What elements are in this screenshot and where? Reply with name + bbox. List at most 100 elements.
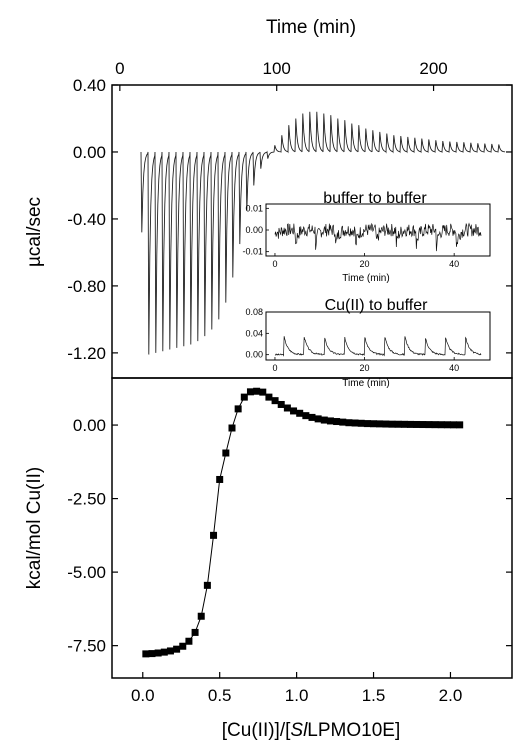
bottom-x-axis-title: [Cu(II)]/[SlLPMO10E] bbox=[222, 720, 400, 741]
data-point bbox=[370, 420, 378, 428]
bottom-y-tick-label: -7.50 bbox=[67, 637, 106, 656]
bottom-y-tick-label: 0.00 bbox=[73, 416, 106, 435]
data-point bbox=[234, 405, 242, 413]
top-axis-tick-label: 200 bbox=[419, 59, 447, 78]
bottom-x-ticks: 0.0 0.5 1.0 1.5 2.0 bbox=[131, 672, 462, 705]
top-y-tick-label: 0.40 bbox=[73, 76, 106, 95]
inset2-y-tick-label: 0.04 bbox=[245, 328, 263, 338]
data-point bbox=[240, 393, 248, 401]
data-point bbox=[326, 417, 334, 425]
inset1-ticks: 0 20 40 0.01 0.00 -0.01 bbox=[242, 203, 459, 269]
inset2-y-tick-label: 0.08 bbox=[245, 307, 263, 317]
inset2-line bbox=[274, 336, 482, 357]
data-point bbox=[197, 612, 205, 620]
data-point bbox=[302, 412, 310, 420]
inset2-x-tick-label: 0 bbox=[272, 363, 277, 373]
data-point bbox=[456, 421, 464, 429]
inset-cu-to-buffer: Cu(II) to buffer 0 20 40 0.08 0.04 0.00 Time … bbox=[245, 297, 491, 389]
data-point bbox=[154, 649, 162, 657]
bottom-panel-frame bbox=[111, 377, 513, 679]
data-point bbox=[357, 419, 365, 427]
bottom-x-tick-label: 1.0 bbox=[285, 686, 309, 705]
data-point bbox=[216, 475, 224, 483]
bottom-x-tick-label: 0.5 bbox=[208, 686, 232, 705]
data-point bbox=[148, 650, 156, 658]
data-point bbox=[363, 420, 371, 428]
inset1-x-tick-label: 40 bbox=[449, 259, 459, 269]
inset2-x-tick-label: 40 bbox=[449, 363, 459, 373]
data-point bbox=[437, 421, 445, 429]
x-title-prefix: [Cu(II)]/[ bbox=[222, 720, 291, 741]
x-title-suffix: LPMO10E] bbox=[307, 720, 400, 741]
inset1-y-tick-label: -0.01 bbox=[242, 247, 263, 257]
scatter-points bbox=[142, 387, 464, 658]
inset1-line bbox=[274, 222, 482, 252]
data-point bbox=[376, 420, 384, 428]
top-axis-ticks: 0 100 200 bbox=[115, 59, 448, 91]
data-point bbox=[160, 648, 168, 656]
bottom-y-ticks: 0.00 -2.50 -5.00 -7.50 bbox=[67, 416, 512, 656]
top-axis-tick-label: 0 bbox=[115, 59, 124, 78]
top-axis-tick-label: 100 bbox=[263, 59, 291, 78]
inset1-trace bbox=[274, 222, 482, 252]
thermogram-trace bbox=[140, 111, 506, 355]
top-y-axis-title: µcal/sec bbox=[24, 197, 45, 267]
data-point bbox=[345, 419, 353, 427]
data-point bbox=[166, 647, 174, 655]
data-point bbox=[450, 421, 458, 429]
data-point bbox=[443, 421, 451, 429]
data-point bbox=[191, 628, 199, 636]
bottom-y-axis-title: kcal/mol Cu(II) bbox=[24, 467, 45, 589]
bottom-x-tick-label: 0.0 bbox=[131, 686, 155, 705]
data-point bbox=[394, 420, 402, 428]
bottom-y-tick-label: -2.50 bbox=[67, 490, 106, 509]
data-point bbox=[277, 400, 285, 408]
inset1-x-tick-label: 0 bbox=[272, 259, 277, 269]
top-y-tick-label: 0.00 bbox=[73, 143, 106, 162]
data-point bbox=[179, 642, 187, 650]
data-point bbox=[203, 581, 211, 589]
inset2-title: Cu(II) to buffer bbox=[325, 297, 429, 314]
data-point bbox=[210, 531, 218, 539]
data-point bbox=[246, 388, 254, 396]
inset1-y-tick-label: 0.00 bbox=[245, 225, 263, 235]
data-point bbox=[283, 404, 291, 412]
inset-buffer-to-buffer: buffer to buffer 0 20 40 0.01 0.00 -0.01 Time… bbox=[242, 190, 491, 284]
thermogram-panel: 0.40 0.00 -0.40 -0.80 -1.20 µcal/sec bbox=[24, 76, 513, 379]
inset2-y-tick-label: 0.00 bbox=[245, 350, 263, 360]
data-point bbox=[296, 409, 304, 417]
data-point bbox=[173, 645, 181, 653]
bottom-y-tick-label: -5.00 bbox=[67, 563, 106, 582]
inset2-trace bbox=[274, 336, 482, 357]
inset1-y-tick-label: 0.01 bbox=[245, 203, 263, 213]
data-point bbox=[320, 416, 328, 424]
inset1-x-axis-title: Time (min) bbox=[342, 273, 389, 284]
data-point bbox=[253, 387, 261, 395]
data-point bbox=[142, 650, 150, 658]
data-point bbox=[290, 407, 298, 415]
data-point bbox=[222, 449, 230, 457]
thermogram-line bbox=[140, 111, 506, 355]
inset2-ticks: 0 20 40 0.08 0.04 0.00 bbox=[245, 307, 459, 373]
data-point bbox=[308, 413, 316, 421]
inset1-x-tick-label: 20 bbox=[360, 259, 370, 269]
data-point bbox=[400, 420, 408, 428]
bottom-x-tick-label: 1.5 bbox=[362, 686, 386, 705]
top-y-tick-label: -1.20 bbox=[67, 344, 106, 363]
binding-isotherm-panel: 0.0 0.5 1.0 1.5 2.0 0.00 -2.50 -5.00 -7.50 kcal… bbox=[24, 377, 513, 741]
data-point bbox=[271, 397, 279, 405]
data-point bbox=[228, 424, 236, 432]
data-point bbox=[413, 420, 421, 428]
top-y-tick-label: -0.80 bbox=[67, 277, 106, 296]
top-axis-title: Time (min) bbox=[266, 17, 356, 38]
inset1-title: buffer to buffer bbox=[323, 190, 427, 207]
data-point bbox=[314, 415, 322, 423]
data-point bbox=[431, 421, 439, 429]
data-point bbox=[351, 419, 359, 427]
top-y-tick-label: -0.40 bbox=[67, 210, 106, 229]
data-point bbox=[425, 421, 433, 429]
inset2-frame bbox=[265, 311, 491, 361]
inset2-x-axis-title: Time (min) bbox=[342, 378, 389, 389]
data-point bbox=[339, 418, 347, 426]
data-point bbox=[406, 420, 414, 428]
